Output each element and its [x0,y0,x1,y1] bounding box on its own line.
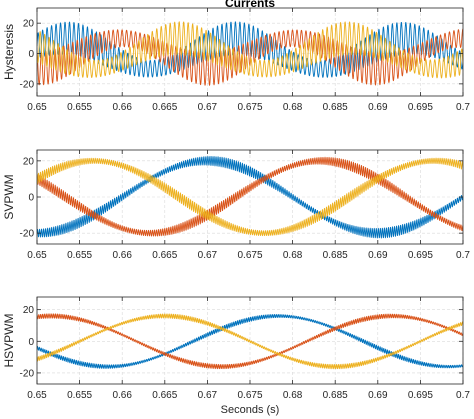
series-group [37,21,463,86]
subplot-1: 0.65 0.655 0.66 0.665 0.67 0.675 0.68 0.685 0.69… [2,0,470,113]
x-tick-label: 0.695 [408,250,433,261]
x-tick-label: 0.69 [368,250,388,261]
x-tick-label: 0.695 [408,390,433,401]
y-axis-label: HSVPWM [2,313,16,367]
x-tick-label: 0.7 [456,250,470,261]
x-tick-label: 0.665 [152,390,177,401]
y-tick-label: 20 [23,156,35,167]
y-tick-label: 0 [28,193,34,204]
x-tick-label: 0.68 [283,390,303,401]
x-tick-label: 0.68 [283,102,303,113]
y-tick-label: -20 [20,79,35,90]
x-tick-label: 0.655 [67,390,92,401]
series-group [37,313,463,370]
series-group [37,155,463,239]
series-line-1 [37,314,463,369]
x-tick-label: 0.695 [408,102,433,113]
y-tick-label: 0 [28,337,34,348]
x-tick-label: 0.675 [237,250,262,261]
y-axis-label: SVPWM [2,174,16,219]
x-tick-label: 0.665 [152,102,177,113]
subplot-3: 0.65 0.655 0.66 0.665 0.67 0.675 0.68 0.685 0.69… [2,296,470,416]
y-tick-label: 20 [23,19,35,30]
x-tick-label: 0.675 [237,102,262,113]
series-line-2 [37,156,463,237]
x-tick-label: 0.655 [67,250,92,261]
x-tick-label: 0.665 [152,250,177,261]
x-tick-label: 0.675 [237,390,262,401]
series-line-3 [37,21,463,79]
x-tick-label: 0.7 [456,390,470,401]
plot-area [37,8,463,96]
x-tick-label: 0.67 [198,102,218,113]
x-tick-label: 0.685 [323,250,348,261]
y-axis-label: Hysteresis [2,24,16,80]
x-tick-label: 0.655 [67,102,92,113]
y-tick-label: 0 [28,49,34,60]
x-tick-label: 0.66 [112,250,132,261]
series-line-3 [37,157,463,237]
chart-title: Currents [225,0,275,10]
x-tick-label: 0.69 [368,390,388,401]
x-tick-label: 0.7 [456,102,470,113]
series-line-1 [37,155,463,239]
x-tick-label: 0.685 [323,390,348,401]
y-tick-label: 20 [23,305,35,316]
x-axis-label: Seconds (s) [221,404,280,416]
x-tick-label: 0.69 [368,102,388,113]
x-tick-label: 0.67 [198,250,218,261]
series-line-1 [37,21,463,78]
y-tick-label: -20 [20,368,35,379]
x-tick-label: 0.65 [27,390,47,401]
x-tick-label: 0.68 [283,250,303,261]
x-tick-label: 0.67 [198,390,218,401]
x-tick-label: 0.65 [27,250,47,261]
y-tick-label: -20 [20,229,35,240]
x-tick-label: 0.66 [112,390,132,401]
x-tick-label: 0.65 [27,102,47,113]
series-line-3 [37,313,463,370]
x-tick-label: 0.66 [112,102,132,113]
x-tick-label: 0.685 [323,102,348,113]
subplot-2: 0.65 0.655 0.66 0.665 0.67 0.675 0.68 0.685 0.69… [2,149,470,261]
